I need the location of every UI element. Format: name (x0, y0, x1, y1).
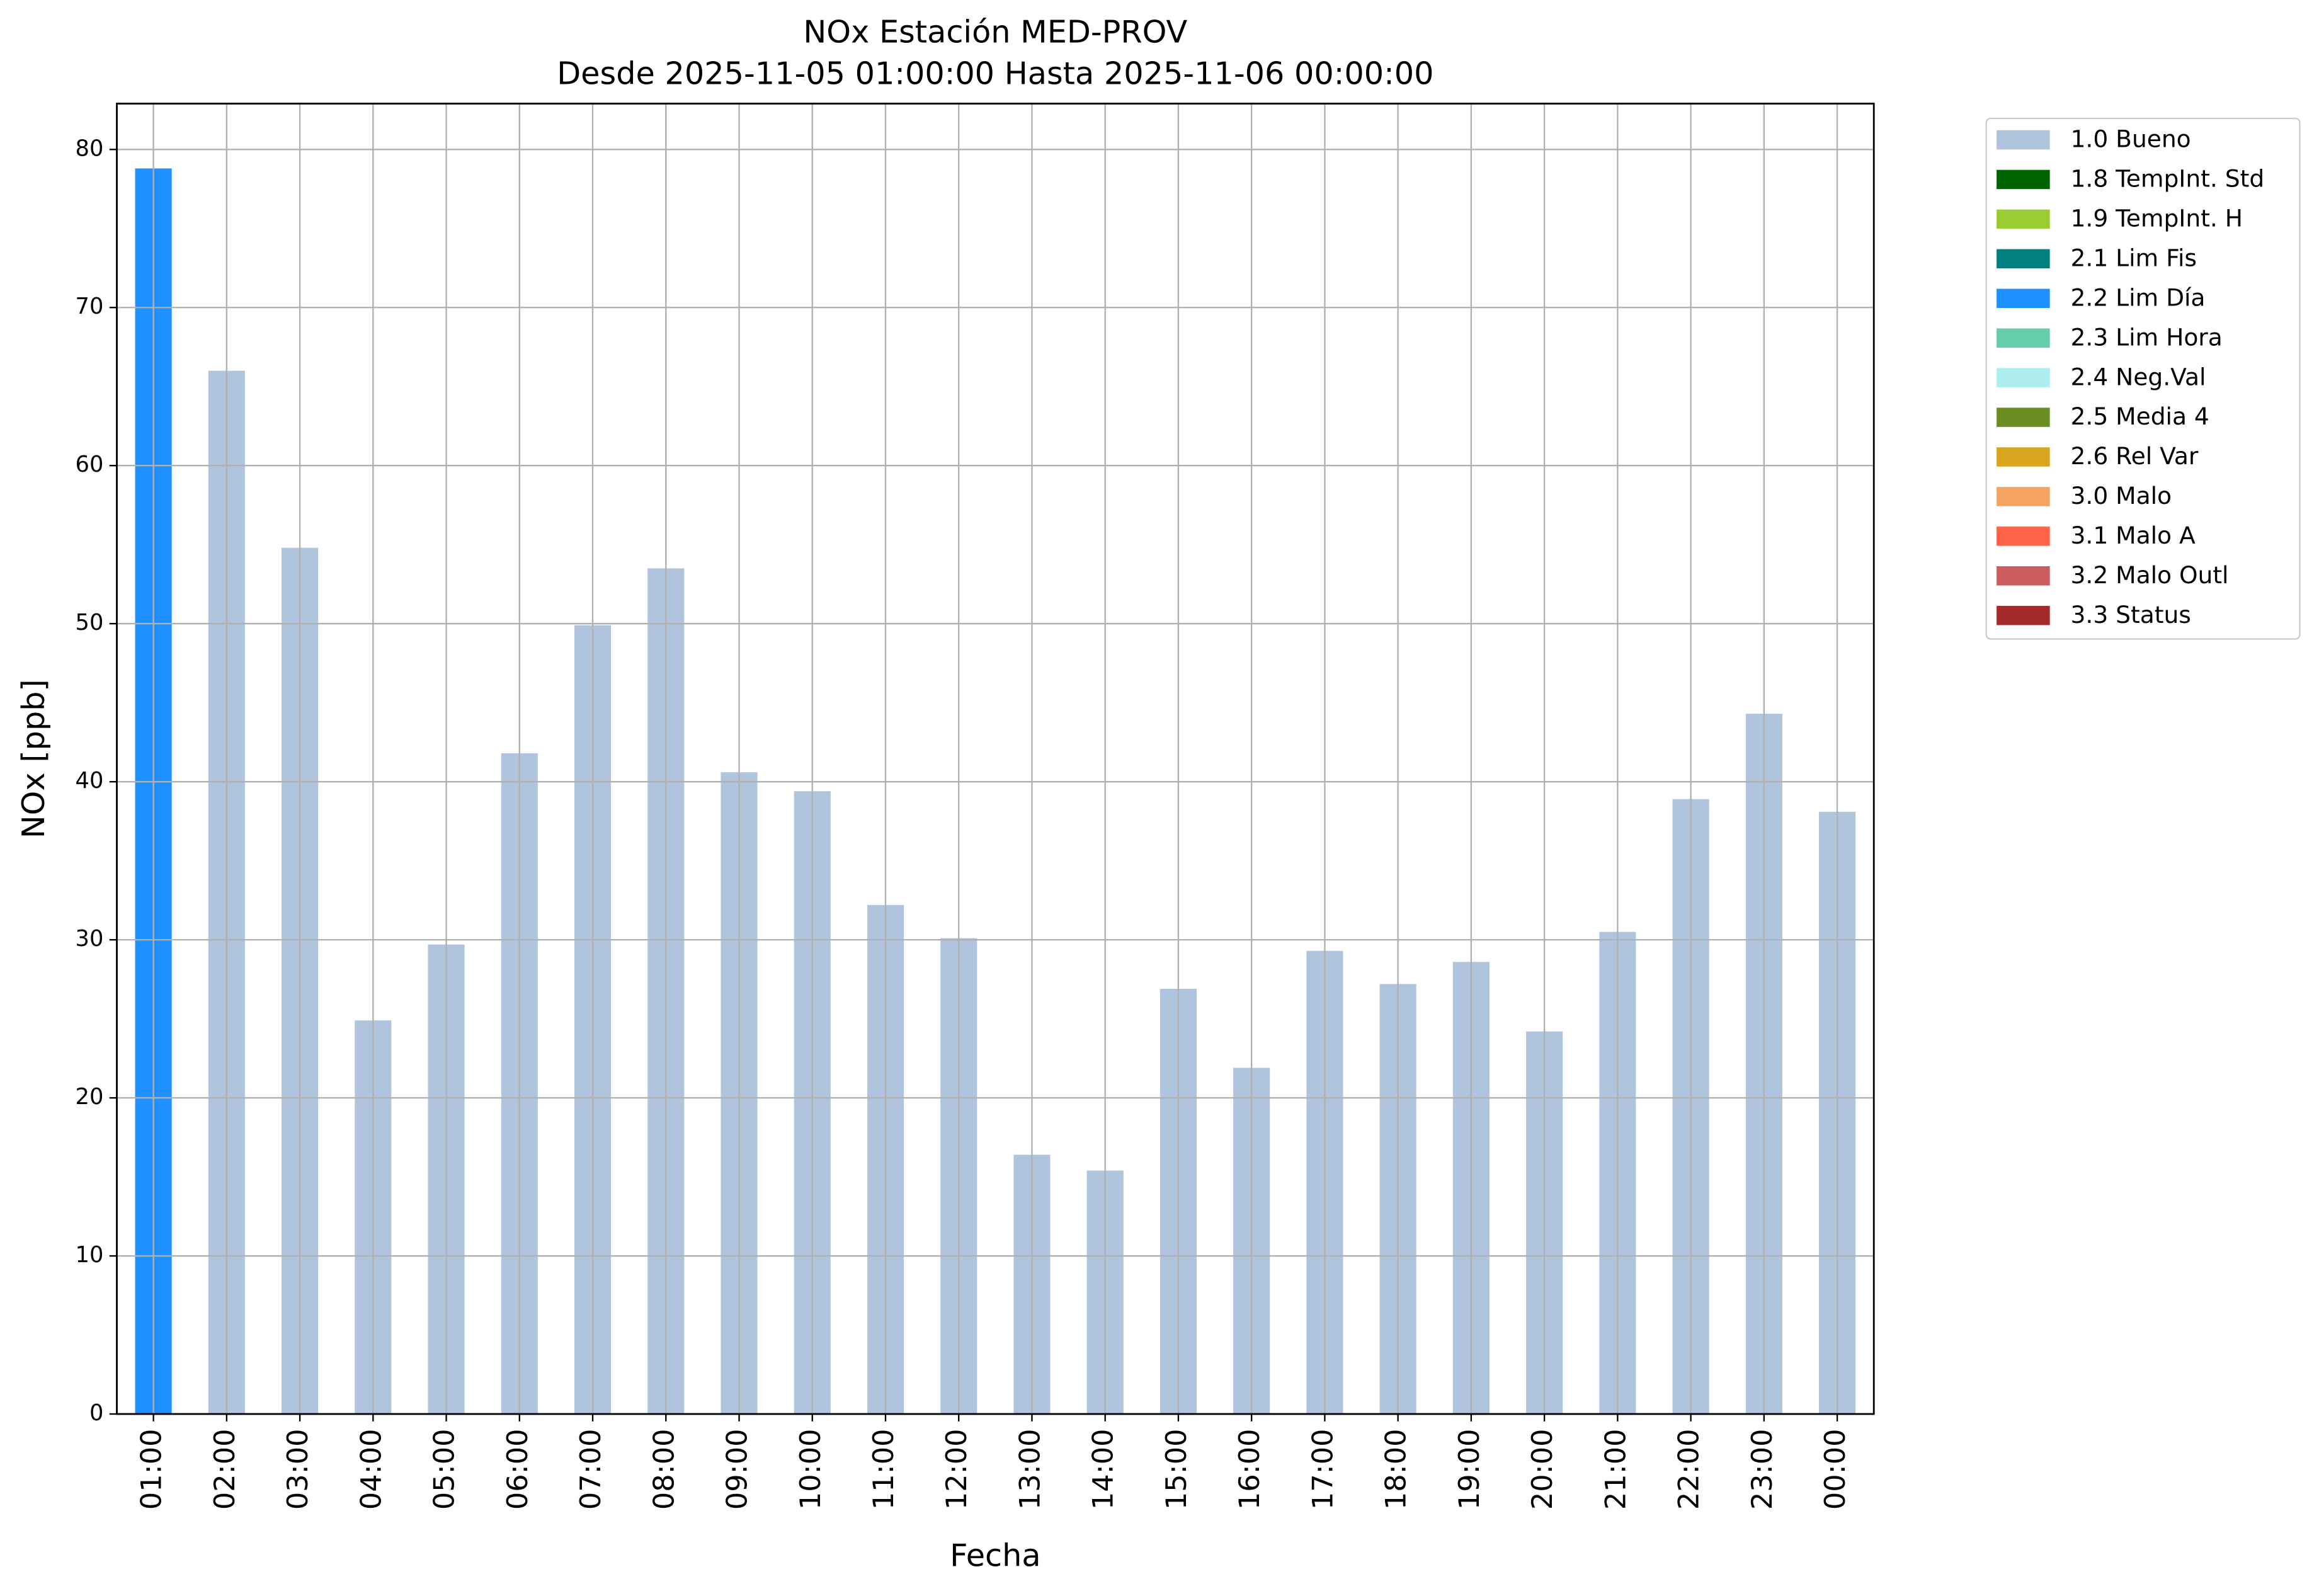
legend-box (1985, 117, 2301, 640)
legend: 1.0 Bueno 1.8 TempInt. Std 1.9 TempInt. H 2… (1985, 117, 2301, 640)
legend-swatch (1997, 209, 2050, 229)
legend-label: 1.9 TempInt. H (2071, 205, 2243, 232)
x-tick-label: 00:00 (1819, 1429, 1852, 1510)
x-tick-label: 18:00 (1380, 1429, 1413, 1510)
x-tick-label: 20:00 (1526, 1429, 1559, 1510)
plot-frame (116, 103, 1875, 1415)
y-tick-label: 80 (76, 135, 104, 161)
ticks: 0 10 20 30 40 50 60 70 80 01:00 02:00 03:00 04:00 05:… (76, 135, 1852, 1510)
legend-swatch (1997, 249, 2050, 269)
y-axis-label: NOx [ppb] (15, 679, 52, 838)
legend-label: 2.5 Media 4 (2071, 402, 2209, 430)
legend-swatch (1997, 605, 2050, 625)
legend-label: 2.3 Lim Hora (2071, 323, 2223, 351)
legend-swatch (1997, 566, 2050, 586)
grid (117, 103, 1874, 1415)
legend-swatch (1997, 130, 2050, 150)
legend-swatch (1997, 368, 2050, 387)
legend-swatch (1997, 408, 2050, 427)
x-tick-label: 03:00 (282, 1429, 314, 1510)
legend-label: 2.4 Neg.Val (2071, 363, 2206, 390)
y-tick-label: 50 (76, 610, 104, 636)
x-tick-label: 15:00 (1160, 1429, 1193, 1510)
legend-label: 2.6 Rel Var (2071, 442, 2199, 470)
y-tick-label: 40 (76, 768, 104, 794)
x-tick-label: 06:00 (501, 1429, 534, 1510)
legend-swatch (1997, 447, 2050, 467)
legend-label: 1.0 Bueno (2071, 125, 2191, 153)
y-tick-label: 70 (76, 294, 104, 319)
legend-label: 3.2 Malo Outl (2071, 561, 2229, 589)
y-tick-label: 0 (89, 1400, 103, 1426)
legend-swatch (1997, 169, 2050, 190)
legend-label: 3.0 Malo (2071, 482, 2172, 510)
x-tick-label: 21:00 (1599, 1429, 1632, 1510)
x-tick-label: 10:00 (794, 1429, 827, 1510)
chart-title: NOx Estación MED-PROV (803, 14, 1187, 50)
x-tick-label: 02:00 (208, 1429, 241, 1510)
x-tick-label: 04:00 (355, 1429, 387, 1510)
legend-swatch (1997, 288, 2050, 309)
x-axis-label: Fecha (950, 1537, 1041, 1573)
legend-label: 2.1 Lim Fis (2071, 244, 2197, 272)
chart-subtitle: Desde 2025-11-05 01:00:00 Hasta 2025-11-… (557, 55, 1433, 91)
y-tick-label: 30 (76, 926, 104, 952)
x-tick-label: 01:00 (135, 1429, 168, 1510)
x-tick-label: 14:00 (1087, 1429, 1120, 1510)
x-tick-label: 16:00 (1233, 1429, 1266, 1510)
x-tick-label: 17:00 (1306, 1429, 1339, 1510)
legend-swatch (1997, 328, 2050, 348)
x-tick-label: 11:00 (867, 1429, 900, 1510)
x-tick-label: 08:00 (647, 1429, 680, 1510)
legend-label: 1.8 TempInt. Std (2071, 165, 2265, 193)
legend-swatch (1997, 487, 2050, 506)
x-tick-label: 12:00 (940, 1429, 973, 1510)
legend-swatch (1997, 527, 2050, 546)
y-tick-label: 20 (76, 1084, 104, 1110)
x-tick-label: 23:00 (1746, 1429, 1779, 1510)
legend-label: 3.1 Malo A (2071, 522, 2196, 549)
x-tick-label: 19:00 (1453, 1429, 1486, 1510)
x-tick-label: 09:00 (721, 1429, 754, 1510)
x-tick-label: 05:00 (428, 1429, 461, 1510)
x-tick-label: 22:00 (1673, 1429, 1706, 1510)
y-tick-label: 10 (76, 1242, 104, 1268)
y-tick-label: 60 (76, 452, 104, 477)
x-tick-label: 13:00 (1013, 1429, 1046, 1510)
legend-label: 2.2 Lim Día (2071, 283, 2206, 311)
legend-label: 3.3 Status (2071, 601, 2191, 629)
x-tick-label: 07:00 (574, 1429, 607, 1510)
